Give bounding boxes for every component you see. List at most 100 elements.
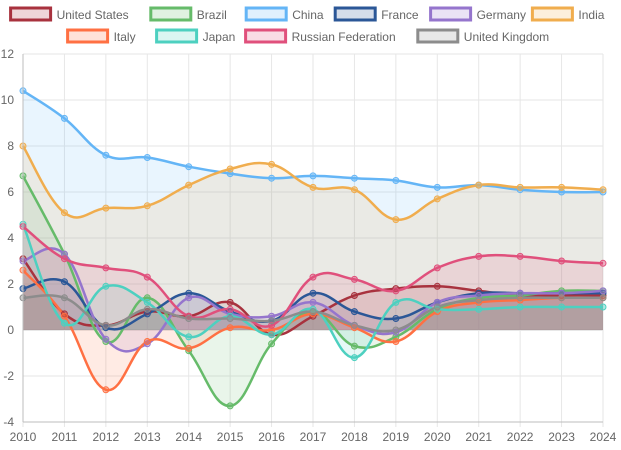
data-point-china-2011[interactable] — [60, 114, 68, 122]
data-point-india-2013[interactable] — [143, 202, 151, 210]
data-point-united-kingdom-2020[interactable] — [433, 303, 441, 311]
data-point-united-kingdom-2016[interactable] — [268, 317, 276, 325]
data-point-italy-2012[interactable] — [102, 386, 110, 394]
data-point-france-2021[interactable] — [475, 289, 483, 297]
data-point-italy-2011[interactable] — [60, 312, 68, 320]
data-point-india-2020[interactable] — [433, 195, 441, 203]
data-point-china-2018[interactable] — [350, 174, 358, 182]
series-line-united-kingdom[interactable] — [22, 294, 603, 333]
data-point-india-2012[interactable] — [102, 204, 110, 212]
data-point-italy-2018[interactable] — [350, 324, 358, 332]
data-point-japan-2024[interactable] — [599, 303, 607, 311]
data-point-japan-2019[interactable] — [392, 298, 400, 306]
data-point-russian-federation-2011[interactable] — [60, 255, 68, 263]
legend-item-italy[interactable]: Italy — [66, 28, 136, 44]
data-point-brazil-2023[interactable] — [558, 287, 566, 295]
data-point-china-2024[interactable] — [599, 188, 607, 196]
data-point-russian-federation-2012[interactable] — [102, 264, 110, 272]
data-point-germany-2019[interactable] — [392, 328, 400, 336]
legend-item-france[interactable]: France — [333, 6, 419, 22]
data-point-united-kingdom-2021[interactable] — [475, 296, 483, 304]
data-point-russian-federation-2018[interactable] — [350, 275, 358, 283]
data-point-russian-federation-2015[interactable] — [226, 305, 234, 313]
series-line-russian-federation[interactable] — [22, 225, 604, 328]
data-point-united-kingdom-2011[interactable] — [60, 294, 68, 302]
data-point-japan-2015[interactable] — [226, 312, 234, 320]
data-point-united-kingdom-2024[interactable] — [599, 294, 607, 302]
data-point-japan-2020[interactable] — [433, 305, 441, 313]
data-point-united-kingdom-2018[interactable] — [350, 321, 358, 329]
data-point-japan-2017[interactable] — [309, 305, 317, 313]
data-point-united-states-2020[interactable] — [433, 282, 441, 290]
data-point-china-2014[interactable] — [185, 163, 193, 171]
data-point-italy-2015[interactable] — [226, 324, 234, 332]
data-point-japan-2023[interactable] — [558, 303, 566, 311]
data-point-china-2012[interactable] — [102, 151, 110, 159]
data-point-united-states-2013[interactable] — [143, 308, 151, 316]
legend-item-brazil[interactable]: Brazil — [149, 6, 227, 22]
data-point-germany-2014[interactable] — [185, 294, 193, 302]
data-point-united-kingdom-2017[interactable] — [309, 308, 317, 316]
data-point-russian-federation-2023[interactable] — [558, 257, 566, 265]
data-point-united-kingdom-2013[interactable] — [143, 305, 151, 313]
data-point-china-2013[interactable] — [143, 154, 151, 161]
data-point-germany-2017[interactable] — [309, 298, 317, 306]
data-point-china-2020[interactable] — [433, 183, 441, 191]
data-point-india-2015[interactable] — [226, 165, 234, 173]
data-point-india-2016[interactable] — [268, 160, 276, 168]
data-point-japan-2013[interactable] — [143, 298, 151, 306]
data-point-japan-2016[interactable] — [268, 331, 276, 339]
data-point-brazil-2012[interactable] — [102, 338, 110, 345]
legend-item-germany[interactable]: Germany — [429, 6, 526, 22]
legend-item-united-states[interactable]: United States — [9, 6, 129, 22]
data-point-china-2019[interactable] — [392, 177, 400, 184]
data-point-italy-2021[interactable] — [475, 298, 483, 306]
legend-item-japan[interactable]: Japan — [155, 28, 236, 44]
data-point-china-2016[interactable] — [268, 174, 276, 182]
data-point-russian-federation-2014[interactable] — [185, 312, 193, 320]
data-point-italy-2014[interactable] — [185, 344, 193, 352]
series-line-china[interactable] — [22, 89, 604, 194]
data-point-russian-federation-2024[interactable] — [599, 259, 607, 267]
data-point-japan-2022[interactable] — [516, 303, 524, 311]
legend-item-united-kingdom[interactable]: United Kingdom — [416, 28, 549, 44]
data-point-united-kingdom-2019[interactable] — [392, 326, 400, 334]
data-point-united-states-2011[interactable] — [60, 310, 68, 318]
legend-item-china[interactable]: China — [244, 6, 324, 22]
data-point-germany-2024[interactable] — [599, 287, 607, 295]
data-point-india-2018[interactable] — [350, 186, 358, 194]
data-point-india-2011[interactable] — [60, 209, 68, 217]
data-point-japan-2011[interactable] — [60, 319, 68, 327]
data-point-united-states-2018[interactable] — [350, 292, 358, 299]
data-point-france-2017[interactable] — [309, 289, 317, 297]
data-point-france-2018[interactable] — [350, 308, 358, 316]
data-point-united-kingdom-2022[interactable] — [516, 294, 524, 302]
data-point-russian-federation-2021[interactable] — [475, 252, 483, 260]
data-point-brazil-2018[interactable] — [350, 342, 358, 350]
data-point-china-2022[interactable] — [516, 186, 524, 194]
legend-item-india[interactable]: India — [530, 6, 605, 22]
series-line-italy[interactable] — [22, 269, 604, 392]
data-point-france-2011[interactable] — [60, 278, 68, 286]
data-point-brazil-2016[interactable] — [268, 340, 276, 348]
data-point-india-2014[interactable] — [185, 181, 193, 189]
data-point-france-2019[interactable] — [392, 315, 400, 322]
data-point-brazil-2014[interactable] — [185, 347, 193, 355]
data-point-india-2019[interactable] — [392, 216, 400, 224]
data-point-india-2023[interactable] — [558, 183, 566, 191]
data-point-india-2024[interactable] — [599, 186, 607, 194]
data-point-united-kingdom-2014[interactable] — [185, 315, 193, 322]
data-point-japan-2018[interactable] — [350, 354, 358, 362]
data-point-russian-federation-2017[interactable] — [309, 273, 317, 281]
data-point-germany-2013[interactable] — [143, 340, 151, 348]
data-point-russian-federation-2020[interactable] — [433, 264, 441, 272]
series-line-india[interactable] — [21, 145, 604, 221]
data-point-japan-2012[interactable] — [102, 282, 110, 290]
data-point-united-kingdom-2012[interactable] — [102, 321, 110, 329]
data-point-russian-federation-2019[interactable] — [392, 287, 400, 295]
data-point-italy-2022[interactable] — [516, 296, 524, 304]
data-point-italy-2013[interactable] — [143, 338, 151, 345]
data-point-united-states-2019[interactable] — [392, 285, 400, 293]
data-point-united-kingdom-2023[interactable] — [558, 294, 566, 302]
data-point-france-2012[interactable] — [102, 324, 110, 332]
